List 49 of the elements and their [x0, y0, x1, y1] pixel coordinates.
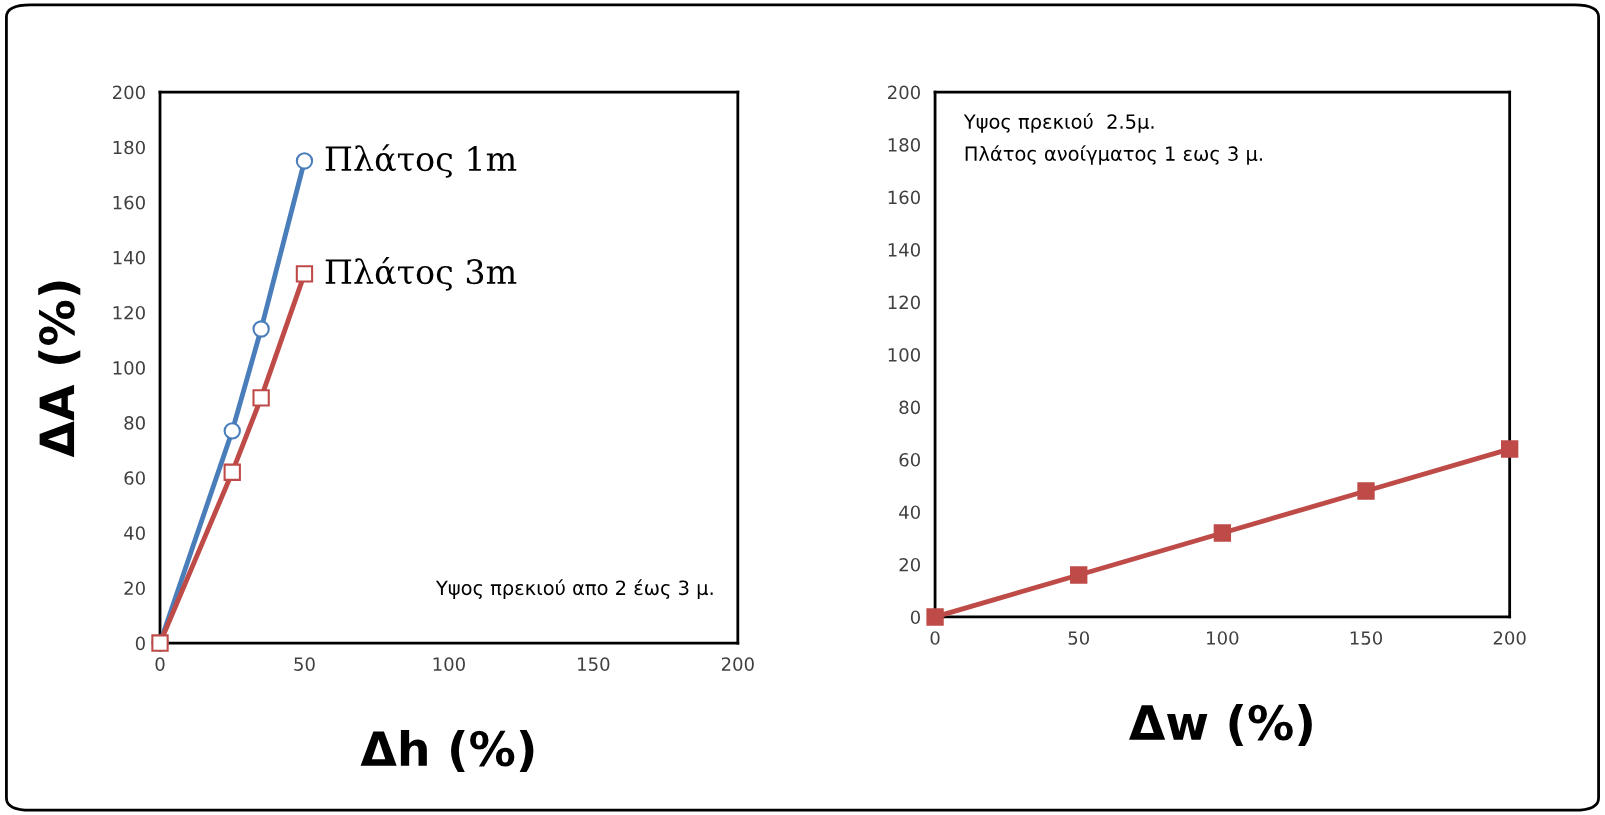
point	[1213, 524, 1232, 542]
x-tick-label: 50	[294, 657, 315, 671]
point	[252, 320, 270, 338]
x-tick-label: 0	[155, 657, 165, 671]
point	[926, 608, 944, 626]
x-tick-label: 50	[1068, 631, 1090, 645]
y-tick-label: 120	[113, 305, 145, 320]
annotation: Υψος πρεκιού 2.5μ. Πλάτος ανοίγματος 1 εως 3 μ.	[963, 113, 1262, 165]
y-tick-label: 60	[124, 471, 145, 485]
y-axis-title: ΔA (%)	[38, 281, 81, 458]
y-tick-label: 40	[124, 526, 145, 540]
series-label: Πλάτος 3m	[325, 257, 517, 291]
point	[295, 152, 314, 170]
point	[1500, 440, 1519, 458]
x-tick-label: 200	[1493, 631, 1526, 645]
point	[223, 422, 241, 440]
y-tick-label: 100	[888, 347, 920, 362]
y-tick-label: 180	[888, 138, 920, 152]
x-tick-label: 100	[1207, 631, 1239, 645]
y-tick-label: 160	[888, 190, 920, 205]
point	[295, 265, 314, 283]
point	[1357, 482, 1375, 500]
y-tick-label: 140	[888, 243, 920, 257]
point	[223, 463, 241, 481]
y-tick-label: 0	[910, 610, 920, 625]
x-tick-label: 0	[930, 631, 940, 645]
x-tick-label: 200	[721, 657, 754, 671]
y-tick-label: 120	[888, 295, 920, 310]
y-tick-label: 20	[124, 581, 145, 596]
x-tick-label: 100	[433, 657, 465, 671]
x-axis-title: Δh (%)	[360, 729, 534, 773]
point	[252, 389, 270, 407]
y-tick-label: 200	[888, 85, 920, 100]
x-tick-label: 150	[1350, 631, 1383, 645]
y-tick-label: 60	[899, 452, 920, 467]
x-tick-label: 150	[578, 657, 610, 671]
y-tick-label: 200	[112, 85, 145, 100]
point	[1070, 566, 1088, 584]
y-tick-label: 80	[899, 400, 920, 415]
y-tick-label: 160	[113, 195, 145, 210]
x-axis-title: Δw (%)	[1129, 703, 1312, 746]
y-tick-label: 20	[899, 557, 920, 572]
y-tick-label: 40	[899, 505, 920, 520]
y-tick-label: 180	[113, 140, 145, 155]
series-label: Πλάτος 1m	[325, 144, 517, 178]
y-tick-label: 140	[113, 250, 145, 265]
y-tick-label: 80	[124, 416, 145, 430]
y-tick-label: 100	[113, 361, 145, 375]
annotation: Υψος πρεκιού απο 2 έως 3 μ.	[435, 579, 713, 599]
